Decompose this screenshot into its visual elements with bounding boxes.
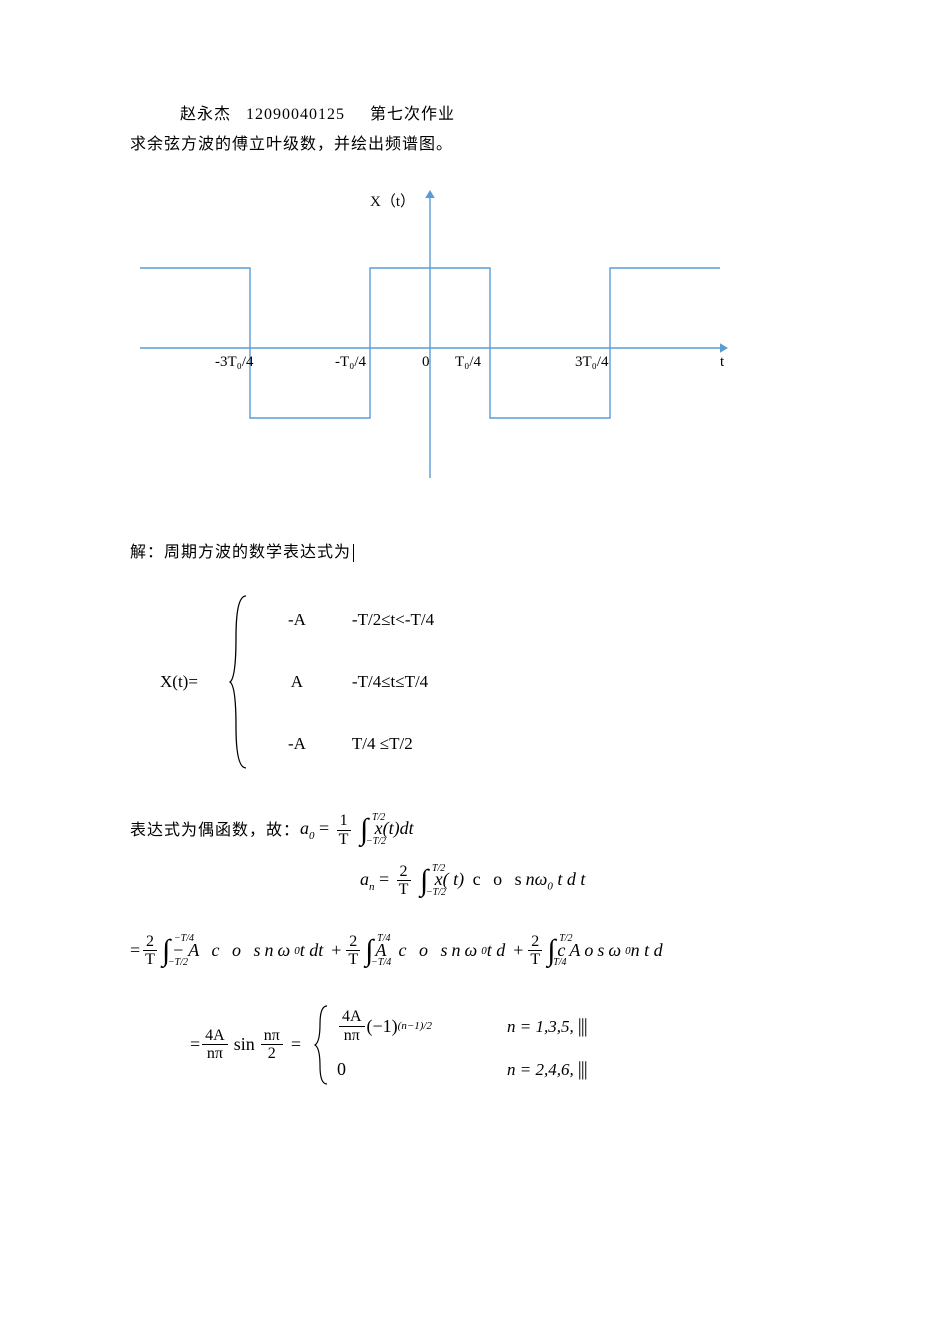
x-tick-label: T₀/4 [455, 354, 481, 371]
assignment-title: 第七次作业 [370, 106, 455, 123]
even-text: 表达式为偶函数，故： [130, 816, 300, 840]
x-tick-label: 3T₀/4 [575, 354, 609, 371]
result-case: 0 n = 2,4,6,||| [337, 1058, 587, 1081]
header-line-1: 赵永杰 12090040125 第七次作业 [180, 100, 885, 124]
result-value: 0 [337, 1059, 487, 1080]
text-cursor-icon [353, 544, 354, 562]
integral-term: +2T∫T/2T/4 cAosω0 n t d [511, 933, 662, 969]
solution-intro: 解：周期方波的数学表达式为 [130, 538, 885, 562]
even-function-line: 表达式为偶函数，故： a0 = 1T ∫T/2−T/2 x(t)dt [130, 812, 885, 848]
square-wave-chart: X（t） -3T₀/4 -T₀/4 0 T₀/4 3T₀/4 t [130, 178, 770, 488]
piecewise-definition: X(t)= -A -T/2≤t<-T/4 A -T/4≤t≤T/4 -A T/4 ≤T/2 [160, 592, 885, 772]
a0-equation: a0 = 1T ∫T/2−T/2 x(t)dt [300, 812, 414, 848]
case-value: -A [272, 610, 322, 630]
y-axis-label: X（t） [370, 190, 415, 211]
case-value: A [272, 672, 322, 692]
piecewise-case: A -T/4≤t≤T/4 [272, 672, 434, 692]
result-condition: n = 2,4,6,||| [507, 1058, 587, 1081]
case-condition: T/4 ≤T/2 [352, 734, 413, 754]
result-condition: n = 1,3,5,||| [507, 1015, 587, 1038]
case-value: -A [272, 734, 322, 754]
an-equation: an = 2T ∫T/2−T/2 x( t) c o snω0 t d t [360, 863, 885, 899]
integral-term: +2T∫T/4−T/4 A c o snω0 t d [329, 933, 505, 969]
piecewise-case: -A -T/2≤t<-T/4 [272, 610, 434, 630]
integral-term: 2T∫−T/4−T/2−A c o snω0 t dt [140, 933, 323, 969]
x-tick-label: 0 [422, 354, 430, 371]
chart-svg [130, 178, 770, 488]
result-case: 4Anπ(−1)(n−1)/2 n = 1,3,5,||| [337, 1008, 587, 1044]
function-lhs: X(t)= [160, 672, 198, 692]
result-equation: = 4Anπ sin nπ2 = 4Anπ(−1)(n−1)/2n = 1,3,… [190, 1003, 885, 1087]
piecewise-case: -A T/4 ≤T/2 [272, 734, 434, 754]
author-id: 12090040125 [246, 106, 345, 123]
x-tick-label: -3T₀/4 [215, 354, 254, 371]
x-tick-label: -T₀/4 [335, 354, 366, 371]
result-value: 4Anπ(−1)(n−1)/2 [337, 1008, 487, 1044]
expanded-integrals: = 2T∫−T/4−T/2−A c o snω0 t dt+2T∫T/4−T/4… [130, 933, 885, 969]
case-condition: -T/4≤t≤T/4 [352, 672, 428, 692]
left-brace-icon [228, 592, 252, 772]
problem-statement: 求余弦方波的傅立叶级数，并绘出频谱图。 [130, 130, 885, 154]
author-name: 赵永杰 [180, 106, 231, 123]
case-condition: -T/2≤t<-T/4 [352, 610, 434, 630]
left-brace-icon [313, 1003, 331, 1087]
x-tick-label: t [720, 354, 724, 371]
